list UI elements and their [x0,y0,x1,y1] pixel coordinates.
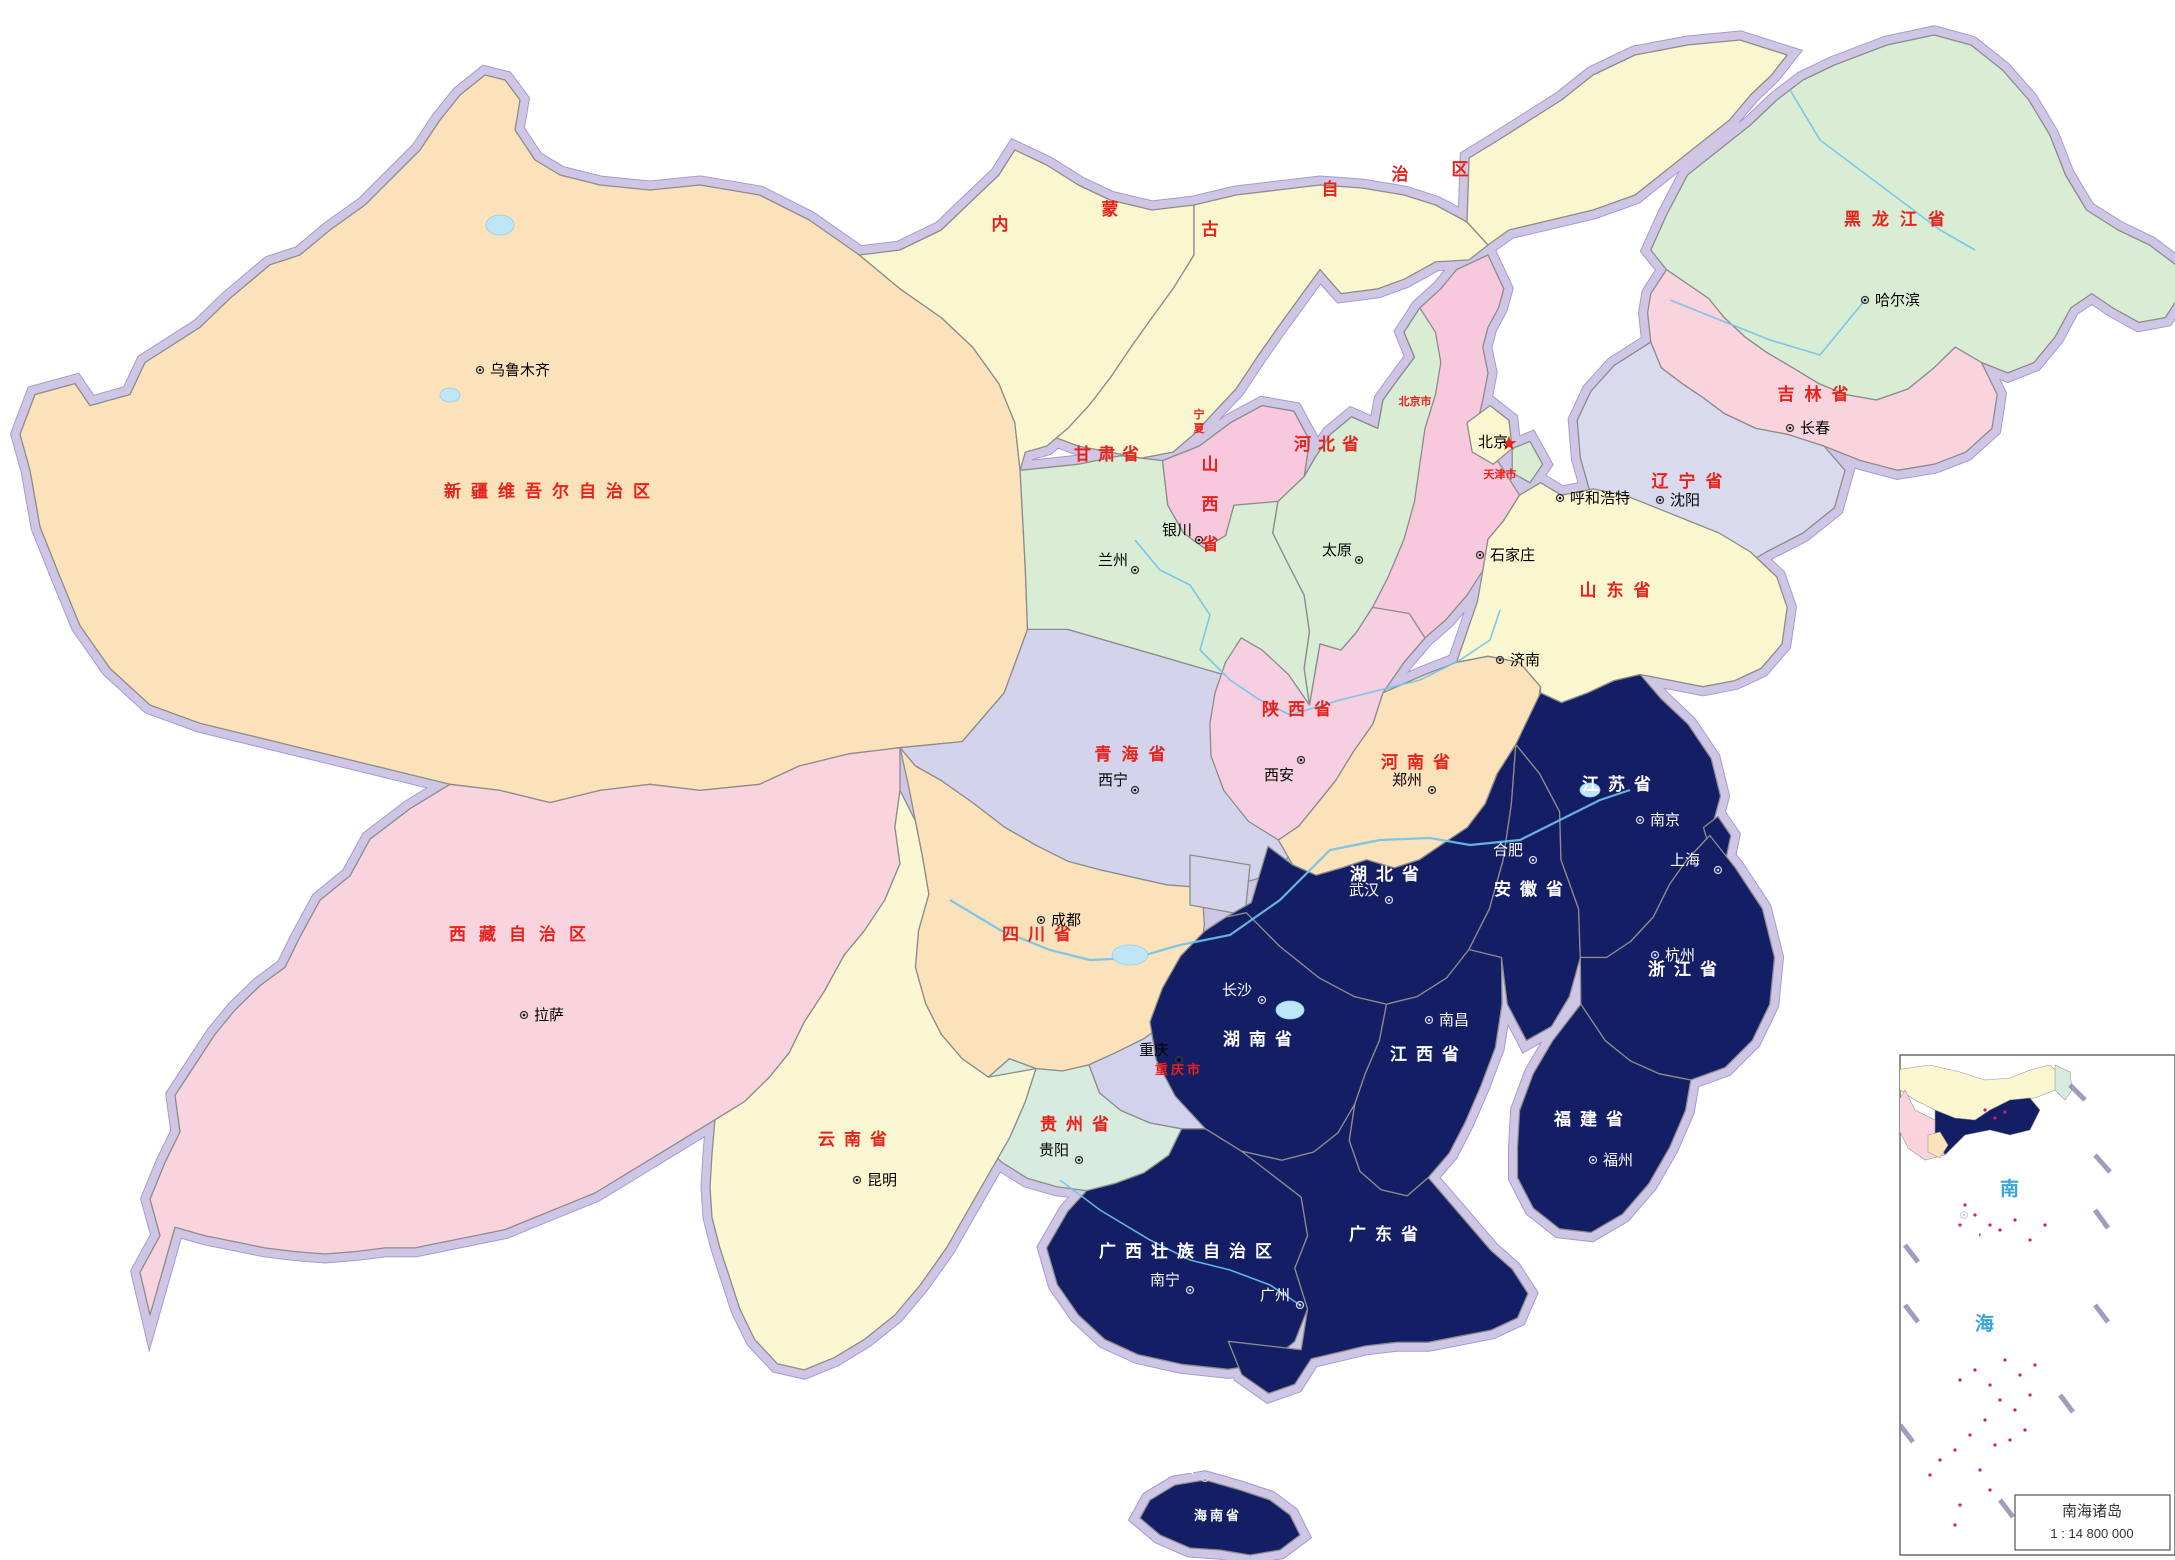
svg-text:北京市: 北京市 [1399,394,1432,408]
svg-text:吉林省: 吉林省 [1778,384,1859,404]
svg-text:郑州: 郑州 [1392,772,1422,789]
svg-text:银川: 银川 [1162,522,1192,539]
svg-text:台湾省: 台湾省 [1940,1232,1988,1247]
svg-text:杭州: 杭州 [1665,947,1695,964]
svg-text:南昌: 南昌 [1439,1012,1469,1029]
svg-text:贵阳: 贵阳 [1039,1142,1069,1159]
svg-text:西安: 西安 [1264,767,1294,784]
svg-text:哈尔滨: 哈尔滨 [1875,292,1920,309]
svg-text:海口: 海口 [1165,1460,1195,1477]
svg-text:重庆: 重庆 [1139,1042,1169,1059]
svg-text:乌鲁木齐: 乌鲁木齐 [490,362,550,379]
svg-text:广东省: 广东省 [1349,1224,1427,1244]
svg-text:成都: 成都 [1051,912,1081,929]
svg-text:南京: 南京 [1650,812,1680,829]
svg-text:太原: 太原 [1322,542,1352,559]
svg-text:云南省: 云南省 [818,1129,896,1149]
svg-text:辽宁省: 辽宁省 [1652,471,1733,491]
svg-text:西藏自治区: 西藏自治区 [449,924,599,944]
svg-text:南: 南 [2000,1178,2019,1200]
svg-text:山东省: 山东省 [1580,580,1661,600]
svg-text:海: 海 [1975,1312,1994,1335]
svg-text:武汉: 武汉 [1349,882,1379,899]
svg-text:安徽省: 安徽省 [1494,879,1572,899]
svg-text:拉萨: 拉萨 [534,1007,564,1024]
svg-text:贵州省: 贵州省 [1040,1114,1118,1134]
svg-text:1 : 14 800 000: 1 : 14 800 000 [2050,1526,2133,1541]
svg-text:江苏省: 江苏省 [1582,774,1660,794]
svg-text:上海: 上海 [1670,852,1700,869]
svg-text:自: 自 [1322,179,1339,199]
svg-text:西宁: 西宁 [1098,772,1128,789]
svg-text:广西壮族自治区: 广西壮族自治区 [1099,1241,1281,1261]
svg-text:蒙: 蒙 [1102,199,1119,219]
svg-text:济南: 济南 [1510,652,1540,669]
svg-text:古: 古 [1202,219,1219,239]
svg-text:兰州: 兰州 [1098,552,1128,569]
svg-text:宁: 宁 [1194,407,1205,421]
svg-text:青海省: 青海省 [1095,744,1176,764]
svg-text:南海诸岛: 南海诸岛 [2062,1503,2122,1520]
svg-text:夏: 夏 [1194,422,1206,435]
svg-text:长沙: 长沙 [1222,982,1252,999]
svg-text:新疆维吾尔自治区: 新疆维吾尔自治区 [444,481,660,501]
svg-text:河北省: 河北省 [1294,434,1366,454]
svg-text:石家庄: 石家庄 [1490,546,1535,564]
svg-text:内: 内 [992,214,1009,234]
svg-text:区: 区 [1452,160,1469,179]
svg-text:甘肃省: 甘肃省 [1074,444,1146,464]
svg-text:广州: 广州 [1260,1287,1290,1304]
svg-text:北京: 北京 [1478,434,1508,451]
svg-text:省: 省 [1201,534,1219,554]
svg-text:黑龙江省: 黑龙江省 [1844,209,1956,229]
svg-text:江西省: 江西省 [1390,1044,1468,1064]
svg-text:台北: 台北 [1924,1197,1954,1214]
svg-text:呼和浩特: 呼和浩特 [1570,490,1630,507]
svg-text:长春: 长春 [1800,420,1830,437]
svg-text:福建省: 福建省 [1553,1109,1632,1129]
svg-text:南宁: 南宁 [1150,1272,1180,1289]
svg-text:合肥: 合肥 [1493,842,1523,859]
svg-text:天津市: 天津市 [1484,467,1517,481]
svg-text:湖南省: 湖南省 [1223,1029,1301,1049]
svg-text:沈阳: 沈阳 [1670,492,1700,509]
svg-text:治: 治 [1392,164,1409,184]
svg-text:重庆市: 重庆市 [1155,1062,1203,1077]
svg-text:湖北省: 湖北省 [1350,864,1428,884]
svg-text:山: 山 [1202,455,1219,474]
svg-text:福州: 福州 [1603,1152,1633,1169]
svg-text:河南省: 河南省 [1381,752,1459,772]
svg-text:昆明: 昆明 [867,1172,897,1189]
svg-text:海南省: 海南省 [1194,1508,1242,1523]
svg-text:西: 西 [1202,495,1219,514]
svg-text:陕西省: 陕西省 [1262,699,1340,719]
